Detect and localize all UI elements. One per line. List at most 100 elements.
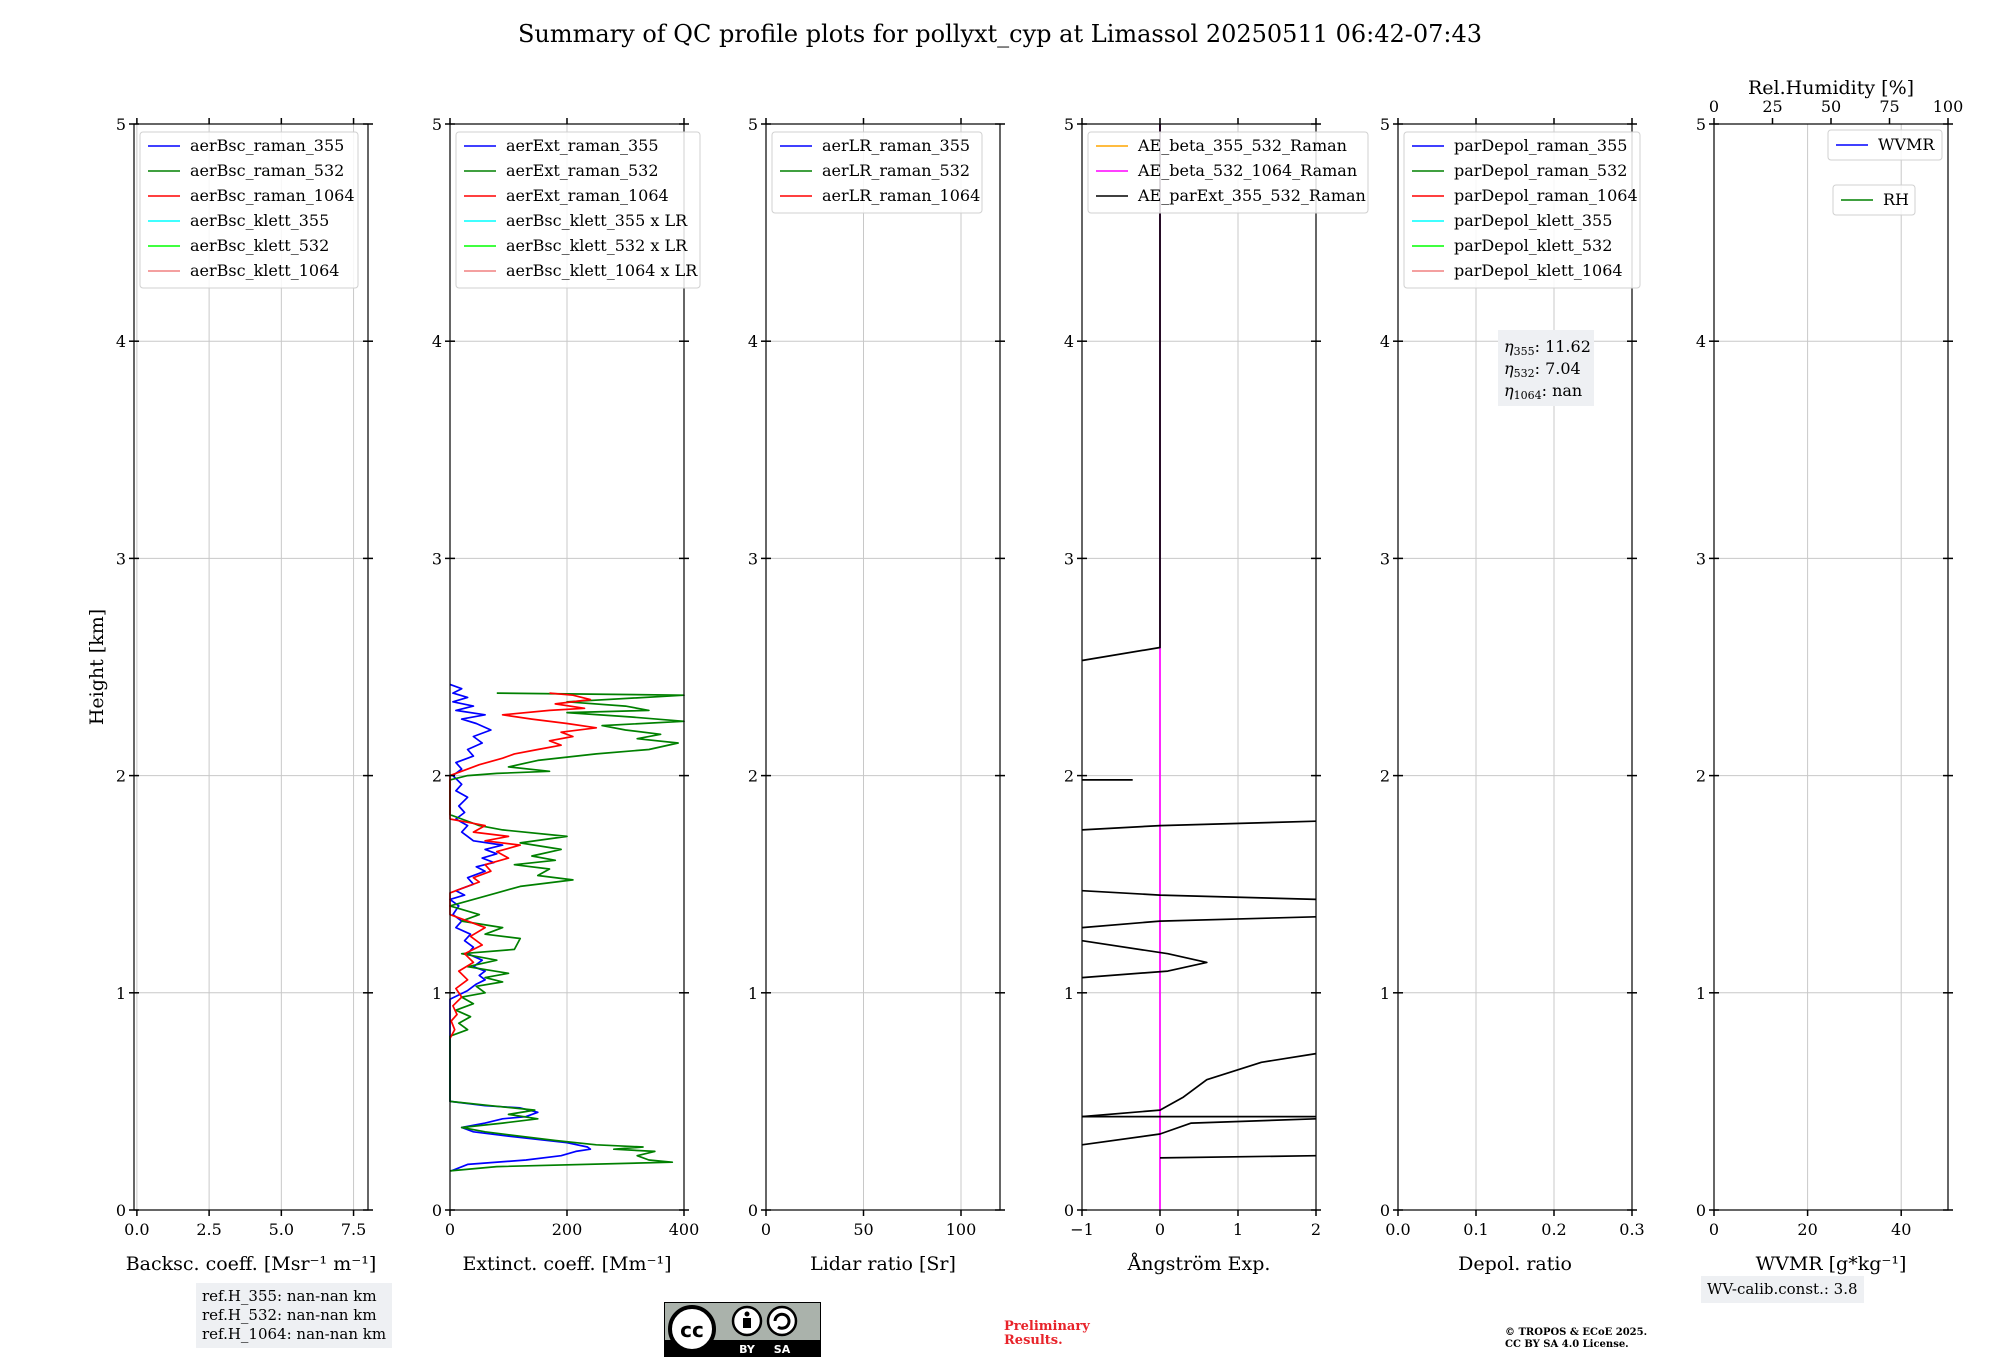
y-tick-label: 2 [1696, 767, 1706, 786]
y-tick-label: 0 [1064, 1201, 1074, 1220]
series-line-AE_parExt_355_532_Raman [1159, 1154, 1317, 1159]
y-tick-label: 1 [1696, 984, 1706, 1003]
x-tick-label: 1 [1233, 1220, 1243, 1239]
x-axis-label: WVMR [g*kg⁻¹] [1756, 1253, 1907, 1275]
ref-height-355: ref.H_355: nan-nan km [202, 1287, 377, 1305]
legend-label: aerLR_raman_1064 [822, 186, 980, 205]
top-x-tick-label: 75 [1879, 97, 1899, 116]
legend-label: AE_beta_355_532_Raman [1137, 136, 1347, 155]
y-tick-label: 3 [432, 549, 442, 568]
legend-box [1827, 129, 1943, 161]
y-tick-label: 5 [116, 115, 126, 134]
y-tick-label: 1 [748, 984, 758, 1003]
x-tick-label: 40 [1891, 1220, 1911, 1239]
y-tick-label: 2 [748, 767, 758, 786]
plot-frame [1397, 123, 1633, 1211]
x-axis-label: Extinct. coeff. [Mm⁻¹] [462, 1253, 671, 1275]
x-tick-label: 400 [669, 1220, 700, 1239]
legend-box [1832, 184, 1916, 216]
y-tick-label: 0 [432, 1201, 442, 1220]
legend-label: parDepol_raman_355 [1454, 136, 1627, 155]
y-tick-label: 3 [1380, 549, 1390, 568]
y-tick-label: 2 [432, 767, 442, 786]
x-tick-label: 0.1 [1463, 1220, 1488, 1239]
legend-label: WVMR [1878, 135, 1935, 154]
y-tick-label: 4 [1696, 332, 1706, 351]
preliminary-results-note: Preliminary Results. [1004, 1320, 1090, 1348]
x-tick-label: 0.0 [1385, 1220, 1410, 1239]
x-axis-label: Lidar ratio [Sr] [810, 1253, 956, 1275]
x-tick-label: 200 [552, 1220, 583, 1239]
cc-license-badge: cc BY SA [664, 1302, 821, 1361]
y-tick-label: 5 [748, 115, 758, 134]
x-tick-label: 7.5 [341, 1220, 366, 1239]
y-tick-label: 2 [116, 767, 126, 786]
wv-calib-box: WV-calib.const.: 3.8 [1701, 1276, 1864, 1303]
legend-box [1403, 131, 1641, 289]
ref-height-1064: ref.H_1064: nan-nan km [202, 1325, 387, 1343]
legend-label: aerBsc_klett_1064 x LR [506, 261, 698, 280]
legend-label: aerExt_raman_532 [506, 161, 659, 180]
plot-frame [1081, 123, 1317, 1211]
legend-label: AE_parExt_355_532_Raman [1137, 186, 1366, 205]
y-tick-label: 5 [1380, 115, 1390, 134]
y-tick-label: 1 [1380, 984, 1390, 1003]
preliminary-line-2: Results. [1004, 1333, 1063, 1348]
legend-label: parDepol_klett_355 [1454, 211, 1612, 230]
legend-box [1087, 131, 1369, 214]
y-tick-label: 4 [1380, 332, 1390, 351]
legend-label: aerBsc_raman_532 [190, 161, 344, 180]
x-axis-label: Depol. ratio [1458, 1253, 1572, 1275]
y-tick-label: 4 [1064, 332, 1074, 351]
series-line-AE_parExt_355_532_Raman_j [1081, 124, 1161, 662]
legend-label: RH [1883, 190, 1909, 209]
legend-label: aerLR_raman_532 [822, 161, 970, 180]
legend-label: parDepol_raman_1064 [1454, 186, 1638, 205]
y-tick-label: 5 [1064, 115, 1074, 134]
y-tick-label: 1 [432, 984, 442, 1003]
figure-title: Summary of QC profile plots for pollyxt_… [517, 20, 1483, 48]
x-tick-label: 0 [1709, 1220, 1719, 1239]
x-tick-label: 0 [761, 1220, 771, 1239]
legend-box [771, 131, 983, 214]
plot-frame [1713, 123, 1949, 1211]
legend-label: parDepol_klett_532 [1454, 236, 1612, 255]
wv-calib-text: WV-calib.const.: 3.8 [1707, 1280, 1858, 1298]
x-tick-label: −1 [1070, 1220, 1094, 1239]
series-line-AE_parExt_355_532_Raman_e [1081, 939, 1208, 979]
y-tick-label: 5 [1696, 115, 1706, 134]
top-x-tick-label: 0 [1709, 97, 1719, 116]
y-tick-label: 3 [1696, 549, 1706, 568]
top-x-tick-label: 50 [1821, 97, 1841, 116]
panel-2: 0 1 2 3 4 5 0 200 400 Extinct. coeff. [Mm⁻¹] aerEx… [432, 115, 701, 1275]
eta-value: η1064: nan [1504, 381, 1582, 402]
x-tick-label: 20 [1797, 1220, 1817, 1239]
copyright-note: © TROPOS & ECoE 2025. CC BY SA 4.0 Licen… [1505, 1327, 1647, 1351]
y-tick-label: 2 [1064, 767, 1074, 786]
legend-label: aerExt_raman_355 [506, 136, 659, 155]
cc-badge-sa-text: SA [774, 1343, 791, 1356]
legend-label: AE_beta_532_1064_Raman [1137, 161, 1357, 180]
series-line-aerExt_raman_1064 [449, 692, 598, 1039]
preliminary-line-1: Preliminary [1004, 1319, 1090, 1334]
y-tick-label: 2 [1380, 767, 1390, 786]
reference-height-box: ref.H_355: nan-nan km ref.H_532: nan-nan… [196, 1283, 393, 1348]
legend-label: aerLR_raman_355 [822, 136, 970, 155]
plot-frame [133, 123, 369, 1211]
panel-5: 0 1 2 3 4 5 0.0 0.1 0.2 0.3 Depol. ratio parDepol_r… [1380, 115, 1645, 1275]
copyright-line-2: CC BY SA 4.0 License. [1505, 1339, 1629, 1350]
series-line-AE_parExt_355_532_Raman_d [1081, 1052, 1317, 1118]
ref-height-532: ref.H_532: nan-nan km [202, 1306, 377, 1324]
share-alike-icon [766, 1305, 798, 1337]
x-tick-label: 0 [445, 1220, 455, 1239]
series-line-AE_parExt_355_532_Raman_g [1081, 889, 1317, 901]
series-line-AE_parExt_355_532_Raman_b [1081, 1117, 1317, 1146]
series-line-AE_parExt_355_532_Raman_h [1081, 820, 1317, 831]
x-tick-label: 0.0 [124, 1220, 149, 1239]
x-tick-label: 5.0 [269, 1220, 294, 1239]
y-tick-label: 3 [1064, 549, 1074, 568]
copyright-line-1: © TROPOS & ECoE 2025. [1505, 1327, 1648, 1338]
eta-box [1498, 330, 1594, 406]
